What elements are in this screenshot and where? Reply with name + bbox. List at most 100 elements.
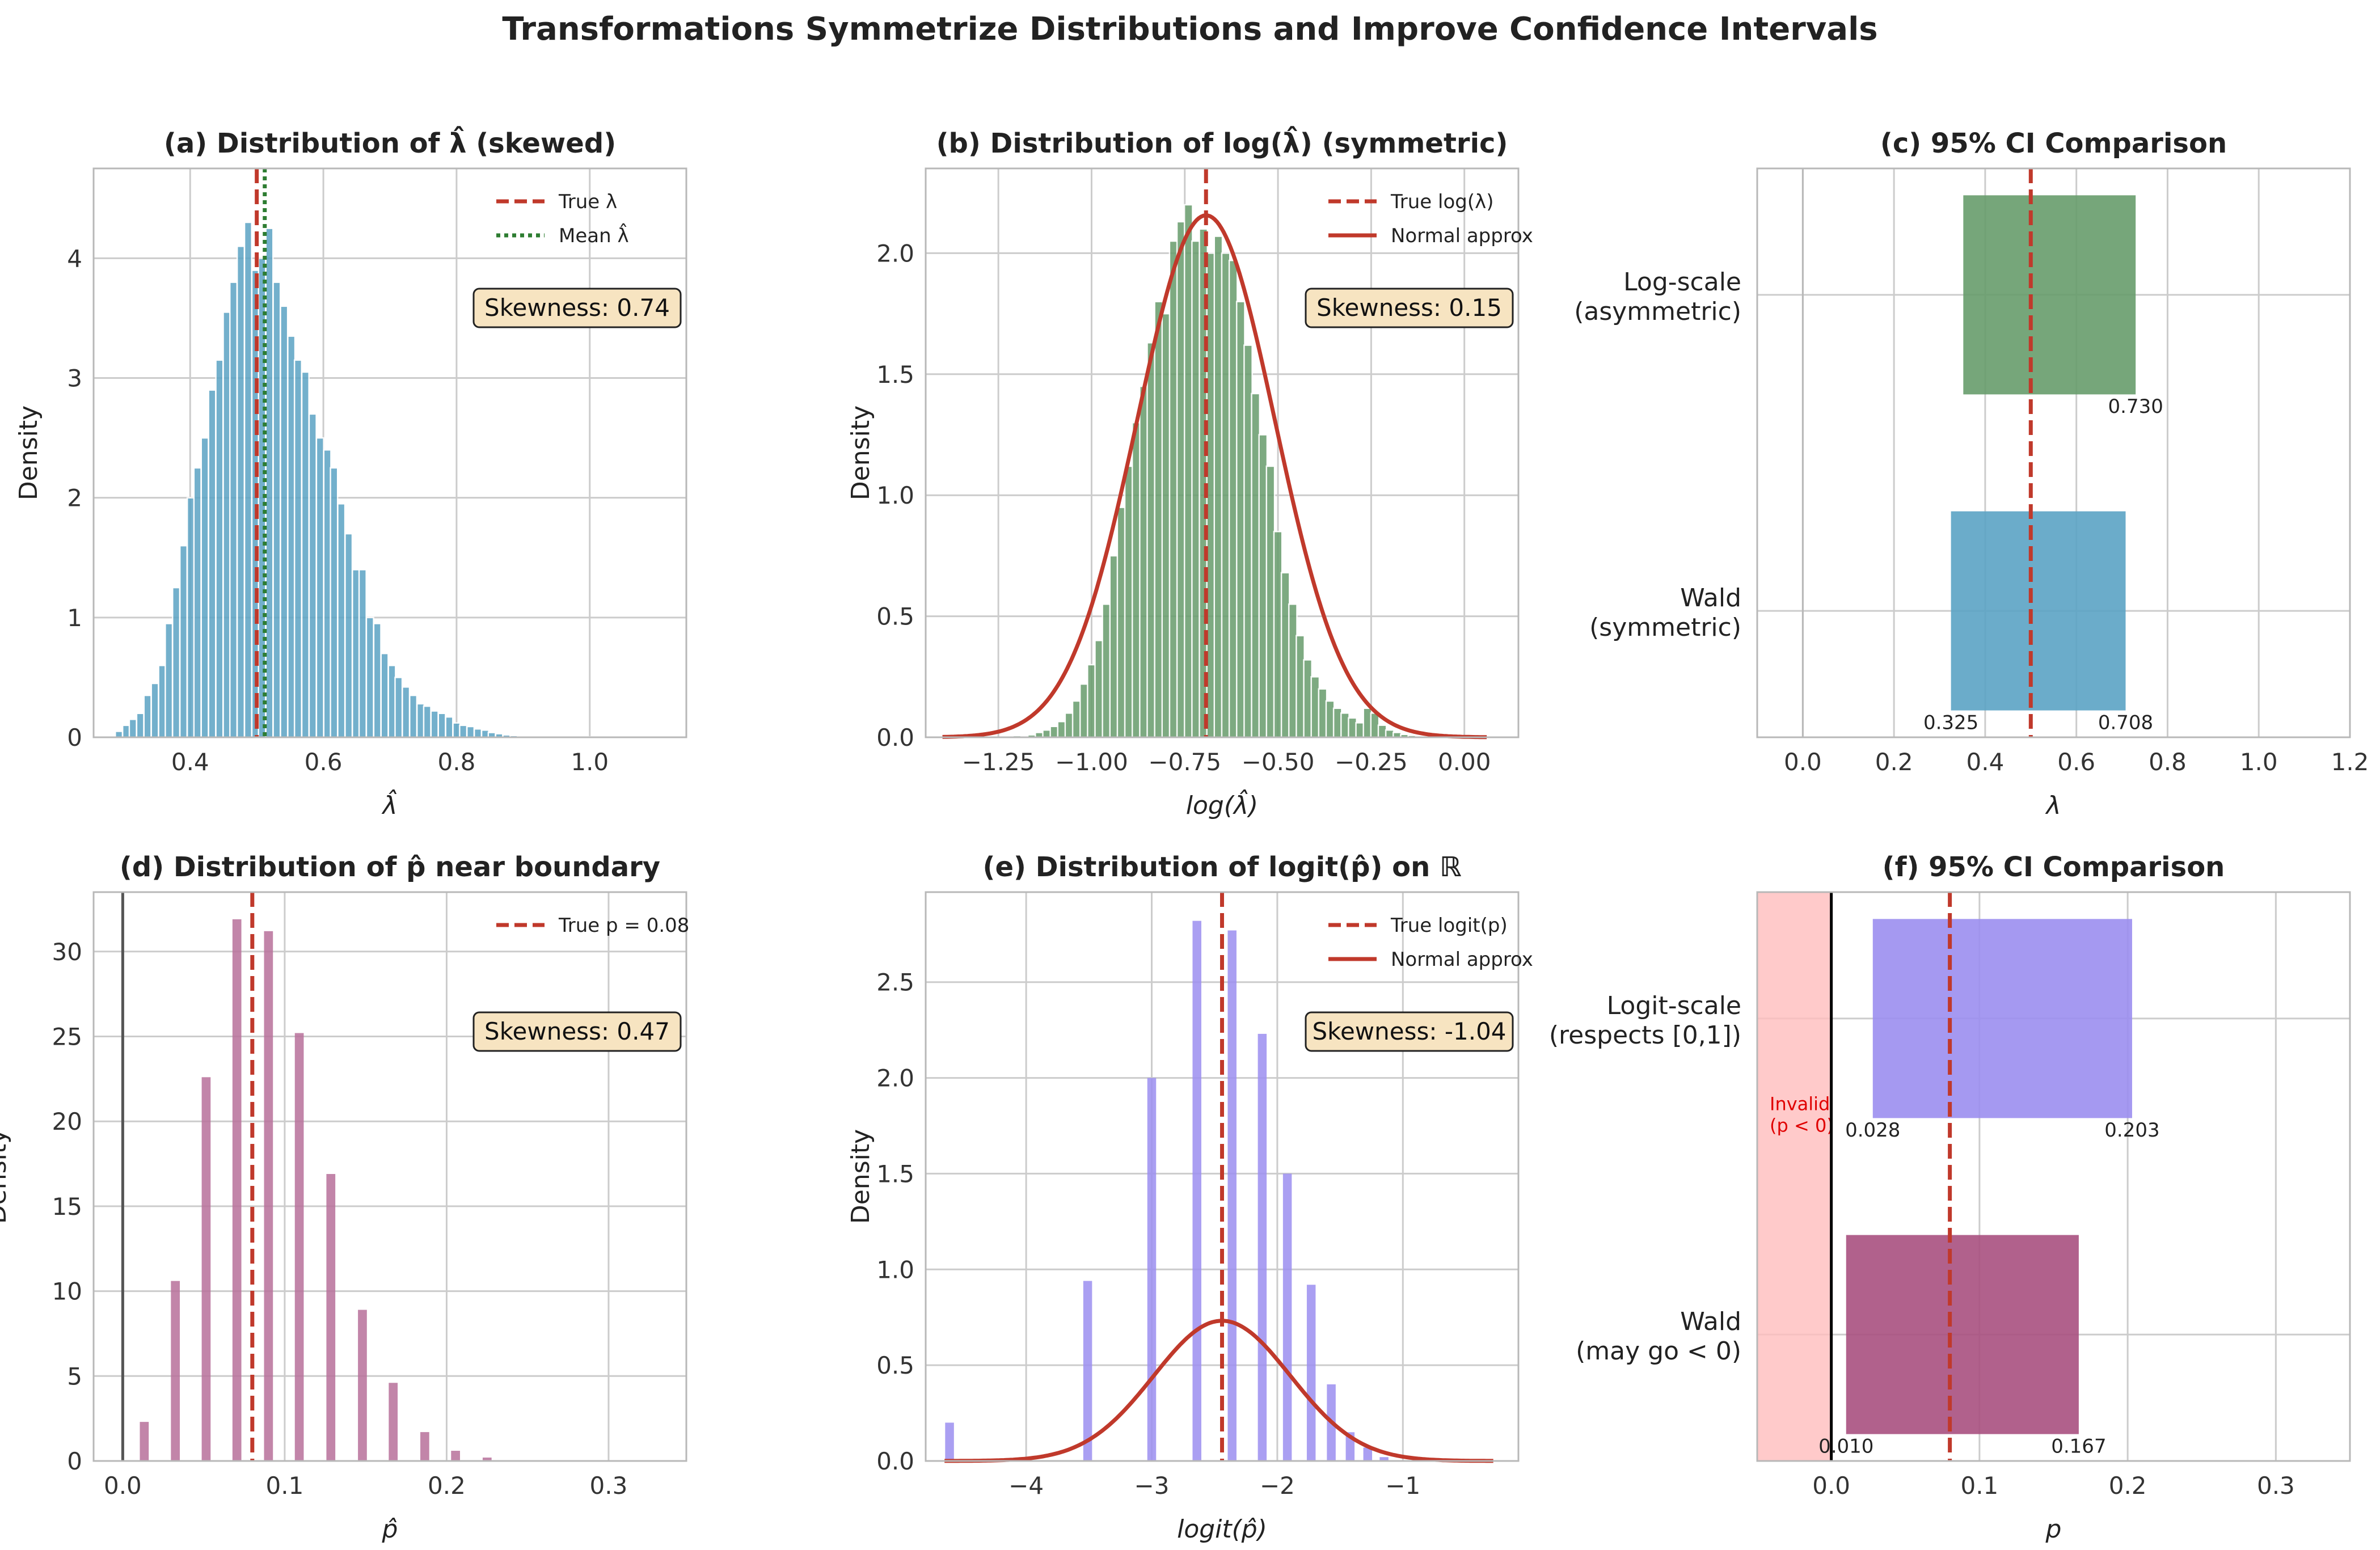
category-sublabel: (may go < 0): [1576, 1337, 1741, 1366]
y-tick-label: 2: [67, 484, 82, 512]
histogram-bar: [358, 569, 367, 738]
figure-title: Transformations Symmetrize Distributions…: [502, 11, 1877, 48]
ci-bar: [1963, 195, 2136, 395]
panel-title: (a) Distribution of λ̂ (skewed): [164, 125, 616, 159]
x-tick-label: 0.3: [2257, 1472, 2295, 1500]
panel-title: (d) Distribution of p̂ near boundary: [120, 851, 660, 883]
panel-title: (e) Distribution of logit(p̂) on ℝ: [983, 851, 1462, 883]
ci-high-label: 0.730: [2108, 395, 2163, 418]
x-tick-label: 0.2: [2109, 1472, 2147, 1500]
x-tick-label: 0.6: [2057, 748, 2095, 776]
ci-low-label: 0.325: [1923, 711, 1978, 734]
y-axis-label: Density: [846, 1129, 875, 1224]
histogram-bar: [264, 931, 273, 1461]
ci-high-label: 0.203: [2104, 1119, 2159, 1142]
histogram-bar: [1363, 1447, 1373, 1461]
plot-frame: [1756, 891, 2351, 1462]
legend-label: True p = 0.08: [558, 914, 689, 937]
y-tick-label: 1: [67, 604, 82, 632]
histogram-bar: [236, 246, 246, 738]
histogram-bar: [229, 281, 238, 738]
x-tick-label: 0.0: [1784, 748, 1822, 776]
invalid-region-label: Invalid: [1770, 1093, 1830, 1114]
histogram-bar: [272, 281, 281, 738]
y-tick-label: 10: [52, 1278, 82, 1306]
histogram-bar: [380, 652, 389, 738]
plot-frame: [1756, 167, 2351, 738]
histogram-bar: [402, 686, 411, 738]
histogram-bar: [115, 730, 124, 738]
ci-low-label: 0.010: [1818, 1435, 1873, 1458]
x-tick-label: 0.00: [1438, 748, 1491, 776]
histogram-bar: [344, 533, 353, 738]
ci-bar: [1951, 511, 2126, 711]
skewness-label: Skewness: -1.04: [1312, 1017, 1506, 1045]
x-axis-label: p: [2045, 1515, 2062, 1544]
invalid-region: [1757, 892, 1832, 1461]
histogram-bar: [308, 413, 317, 738]
histogram-bar: [1257, 1033, 1267, 1461]
y-tick-label: 15: [52, 1193, 82, 1220]
x-axis-label: p̂: [382, 1515, 398, 1544]
histogram-bar: [430, 710, 439, 738]
x-tick-label: −3: [1134, 1472, 1170, 1500]
x-tick-label: 0.3: [590, 1472, 628, 1500]
panel-c: Wald(symmetric) 0.325 0.708 Log-scale(asymm…: [1574, 128, 2369, 820]
category-sublabel: (asymmetric): [1574, 297, 1741, 326]
histogram-bar: [466, 725, 475, 738]
category-sublabel: (symmetric): [1589, 613, 1741, 642]
y-tick-label: 30: [52, 938, 82, 966]
histogram-bar: [1227, 930, 1237, 1461]
histogram-bar: [136, 712, 145, 738]
legend-label: Mean λ̂: [559, 223, 629, 247]
x-tick-label: −1.00: [1055, 748, 1128, 776]
histogram-bar: [420, 1432, 429, 1461]
histogram-bar: [451, 1451, 460, 1461]
histogram-bar: [409, 694, 418, 738]
plot-frame: [925, 167, 1520, 738]
category-sublabel: (respects [0,1]): [1549, 1021, 1741, 1050]
skewness-box: [472, 1011, 682, 1052]
x-axis-label: logit(p̂): [1177, 1515, 1267, 1544]
y-tick-label: 0.0: [876, 724, 914, 751]
plot-frame: [92, 891, 687, 1462]
skewness-box: [1305, 288, 1514, 328]
x-tick-label: 0.0: [1812, 1472, 1850, 1500]
histogram-bar: [140, 1422, 149, 1461]
histogram-bar: [389, 1383, 398, 1461]
x-tick-label: 0.2: [428, 1472, 466, 1500]
skewness-box: [472, 288, 682, 328]
skewness-box: [1305, 1011, 1514, 1052]
histogram-bar: [215, 359, 224, 738]
category-label: Log-scale: [1623, 268, 1741, 297]
histogram-bar: [1306, 1285, 1316, 1461]
histogram-bar: [330, 467, 339, 738]
histogram-bar: [423, 705, 432, 738]
histogram-bar: [315, 437, 324, 738]
histogram-bar: [365, 616, 374, 738]
histogram-bar: [200, 437, 209, 738]
histogram-bar: [232, 919, 242, 1461]
legend-label: Normal approx: [1391, 225, 1533, 247]
y-tick-label: 0.5: [876, 1352, 914, 1379]
histogram-bar: [437, 712, 446, 738]
x-tick-label: 0.1: [1960, 1472, 1998, 1500]
panel-a: 0.4 0.6 0.8 1.0 0 1 2 3 4 (a) Distribution of λ̂ …: [14, 125, 687, 820]
histogram-bar: [473, 728, 483, 738]
category-label: Wald: [1680, 1307, 1741, 1336]
histogram-bar: [482, 1458, 492, 1461]
plot-frame: [92, 167, 687, 738]
histogram-bar: [358, 1310, 367, 1461]
legend-label: Normal approx: [1391, 948, 1533, 971]
y-axis-label: Density: [14, 406, 43, 500]
panel-title: (b) Distribution of log(λ̂) (symmetric): [936, 125, 1508, 159]
histogram-bar: [1083, 1281, 1092, 1461]
histogram-bar: [128, 719, 137, 738]
panel-d: 0.0 0.1 0.2 0.3 0 5 10 15 20 25 30 (d) Distribution…: [0, 851, 689, 1544]
panel-title: (c) 95% CI Comparison: [1880, 128, 2227, 159]
x-tick-label: 1.2: [2331, 748, 2369, 776]
histogram-bar: [164, 623, 174, 738]
x-tick-label: 0.2: [1875, 748, 1913, 776]
legend-label: True λ: [558, 191, 617, 213]
y-tick-label: 0: [67, 724, 82, 751]
